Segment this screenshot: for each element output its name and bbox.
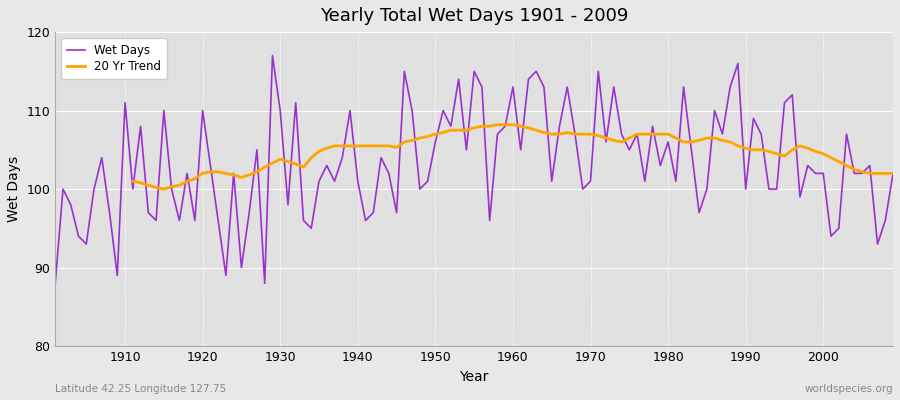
20 Yr Trend xyxy=(128,179,139,184)
20 Yr Trend xyxy=(368,144,379,148)
20 Yr Trend xyxy=(337,144,347,148)
Wet Days xyxy=(291,100,302,105)
20 Yr Trend xyxy=(523,126,534,130)
Wet Days xyxy=(516,148,526,152)
20 Yr Trend xyxy=(741,146,751,151)
20 Yr Trend xyxy=(313,149,324,154)
Y-axis label: Wet Days: Wet Days xyxy=(7,156,21,222)
Line: Wet Days: Wet Days xyxy=(55,56,893,283)
20 Yr Trend xyxy=(158,187,169,192)
X-axis label: Year: Year xyxy=(460,370,489,384)
Legend: Wet Days, 20 Yr Trend: Wet Days, 20 Yr Trend xyxy=(61,38,167,79)
Wet Days xyxy=(508,85,518,90)
Wet Days xyxy=(887,171,898,176)
Wet Days xyxy=(50,281,60,286)
Wet Days xyxy=(337,155,347,160)
Title: Yearly Total Wet Days 1901 - 2009: Yearly Total Wet Days 1901 - 2009 xyxy=(320,7,628,25)
Text: worldspecies.org: worldspecies.org xyxy=(805,384,893,394)
Line: 20 Yr Trend: 20 Yr Trend xyxy=(133,125,893,189)
Wet Days xyxy=(267,53,278,58)
20 Yr Trend xyxy=(546,132,557,136)
Text: Latitude 42.25 Longitude 127.75: Latitude 42.25 Longitude 127.75 xyxy=(55,384,227,394)
20 Yr Trend xyxy=(492,122,503,127)
20 Yr Trend xyxy=(887,171,898,176)
Wet Days xyxy=(112,273,122,278)
Wet Days xyxy=(608,85,619,90)
